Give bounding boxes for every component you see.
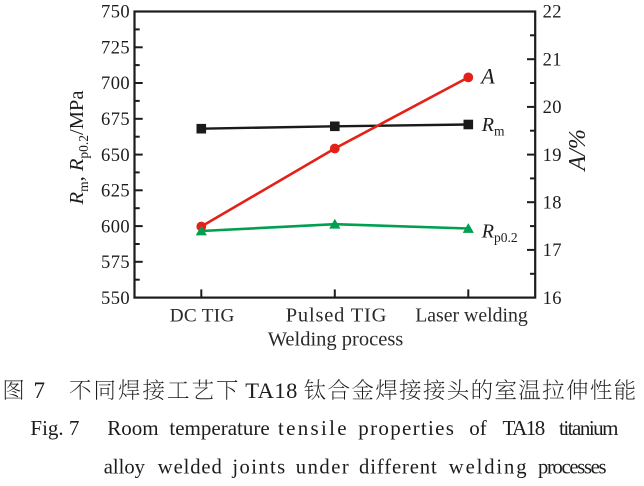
svg-text:750: 750 <box>101 3 130 23</box>
svg-text:TA18: TA18 <box>503 416 545 440</box>
svg-text:650: 650 <box>101 146 130 166</box>
svg-text:675: 675 <box>101 110 130 130</box>
svg-text:welding: welding <box>449 456 529 478</box>
svg-text:16: 16 <box>543 289 562 309</box>
svg-text:A/%: A/% <box>565 129 591 172</box>
svg-text:20: 20 <box>543 98 562 118</box>
svg-text:600: 600 <box>101 217 130 237</box>
svg-text:temperature: temperature <box>169 416 269 440</box>
svg-text:17: 17 <box>543 241 562 261</box>
svg-text:processes: processes <box>538 456 607 478</box>
svg-text:Fig.: Fig. <box>30 416 63 440</box>
svg-text:DC TIG: DC TIG <box>170 306 235 327</box>
svg-text:titanium: titanium <box>559 416 618 440</box>
svg-text:Welding process: Welding process <box>268 329 404 351</box>
svg-text:700: 700 <box>101 74 130 94</box>
svg-text:different: different <box>359 456 438 478</box>
svg-text:A: A <box>479 63 495 88</box>
svg-text:Rm, Rp0.2/MPa: Rm, Rp0.2/MPa <box>66 91 91 206</box>
svg-text:Laser welding: Laser welding <box>415 305 528 327</box>
svg-text:Rm: Rm <box>481 114 505 139</box>
svg-text:of: of <box>469 416 487 440</box>
svg-text:7: 7 <box>34 378 46 403</box>
svg-text:TA18: TA18 <box>245 378 298 403</box>
svg-text:properties: properties <box>358 416 455 440</box>
svg-text:22: 22 <box>543 3 562 23</box>
svg-text:21: 21 <box>543 50 562 70</box>
svg-text:joints: joints <box>231 456 286 478</box>
svg-text:Rp0.2: Rp0.2 <box>481 220 518 245</box>
svg-text:625: 625 <box>101 182 130 202</box>
svg-text:575: 575 <box>101 253 130 273</box>
svg-text:725: 725 <box>101 39 130 59</box>
svg-text:Room: Room <box>107 416 158 440</box>
svg-text:alloy: alloy <box>104 456 146 478</box>
svg-text:welded: welded <box>158 456 223 478</box>
svg-text:7: 7 <box>69 416 80 440</box>
svg-text:Pulsed TIG: Pulsed TIG <box>286 305 388 327</box>
svg-text:550: 550 <box>101 289 130 309</box>
svg-text:under: under <box>296 456 350 478</box>
svg-text:tensile: tensile <box>278 416 349 440</box>
svg-text:18: 18 <box>543 193 562 213</box>
svg-text:19: 19 <box>543 146 562 166</box>
